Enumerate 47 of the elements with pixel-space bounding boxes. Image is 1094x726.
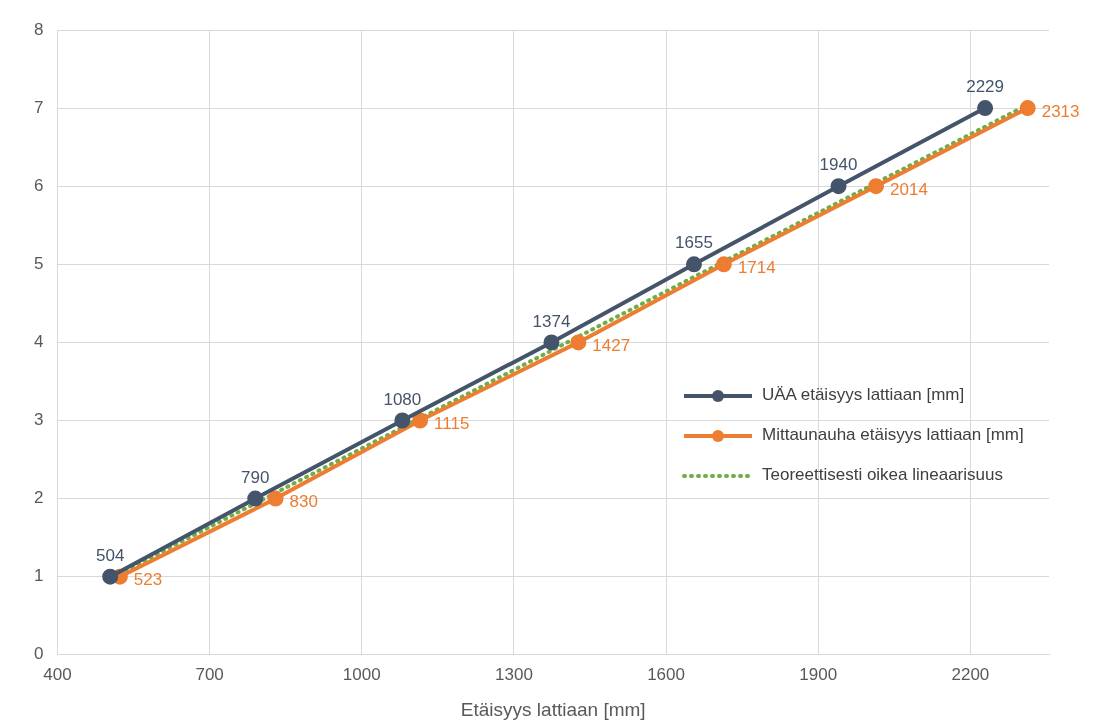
y-tick-label: 4 [33,332,44,352]
point [102,568,119,585]
x-tick-label: 1000 [342,664,381,684]
y-tick-label: 0 [33,644,44,664]
point [977,100,994,117]
x-tick-label: 400 [43,664,72,684]
annotation: 2313 [1041,101,1080,121]
y-tick-label: 7 [33,97,44,117]
annotation: 1115 [434,414,470,434]
x-axis-title: Etäisyys lattiaan [mm] [460,698,646,720]
point [830,178,847,195]
annotation: 790 [241,467,270,487]
x-tick-label: 2200 [951,664,990,684]
legend-label: UÄA etäisyys lattiaan [mm] [762,385,965,405]
point [543,334,560,351]
y-tick-label: 5 [33,253,44,273]
point [394,412,411,429]
point [715,256,732,273]
annotation: 2014 [890,179,928,199]
x-tick-label: 1300 [495,664,533,684]
annotation: 1940 [819,155,858,175]
y-tick-label: 2 [33,488,44,508]
x-tick-label: 1900 [799,664,838,684]
y-tick-label: 8 [33,19,44,39]
annotation: 1714 [737,257,776,277]
legend-label: Teoreettisesti oikea lineaarisuus [762,465,1003,485]
point [570,334,587,351]
point [412,412,429,429]
annotation: 1427 [592,336,631,356]
y-tick-label: 3 [33,410,44,430]
point [267,490,284,507]
point [868,178,885,195]
x-tick-label: 1600 [647,664,685,684]
y-tick-label: 6 [33,175,44,195]
annotation: 1080 [383,389,422,409]
legend-label: Mittaunauha etäisyys lattiaan [mm] [762,425,1024,445]
annotation: 1655 [675,233,713,253]
annotation: 2229 [966,77,1005,97]
annotation: 1374 [532,311,571,331]
y-tick-label: 1 [33,566,44,586]
x-tick-label: 700 [195,664,224,684]
point [247,490,264,507]
annotation: 504 [96,545,125,565]
point [1019,100,1036,117]
annotation: 523 [133,570,163,590]
point [685,256,702,273]
annotation: 830 [289,492,318,512]
